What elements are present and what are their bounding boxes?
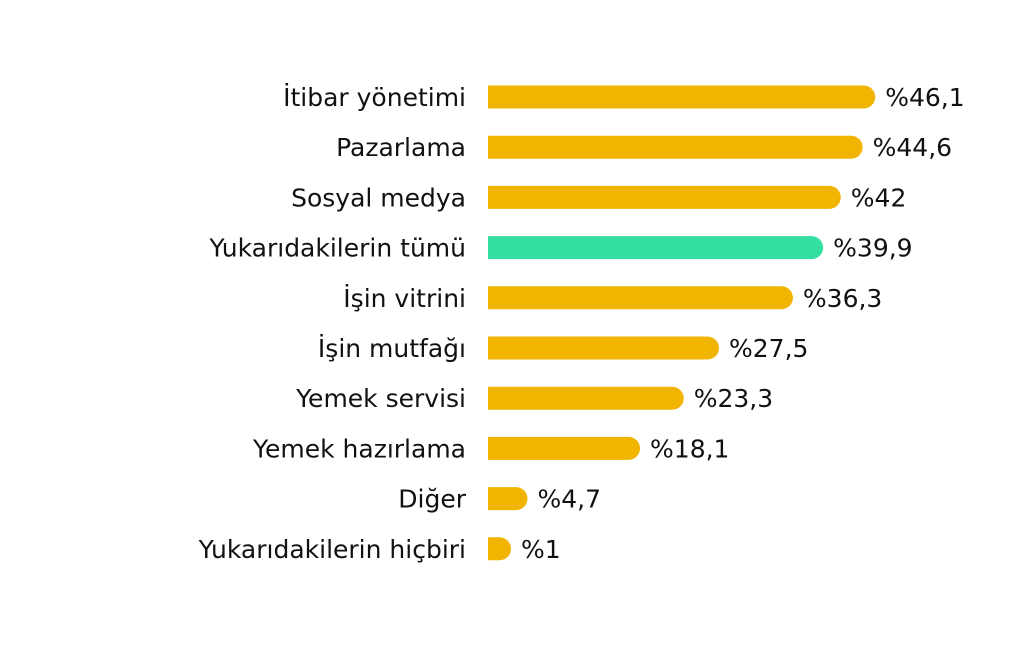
bar-yukaridakilerin-tumu — [488, 236, 824, 260]
value-label-yukaridakilerin-hicbiri: %1 — [521, 535, 561, 564]
bar-isin-vitrini — [488, 286, 793, 310]
category-label-yukaridakilerin-hicbiri: Yukarıdakilerin hiçbiri — [198, 535, 466, 564]
category-label-yukaridakilerin-tumu: Yukarıdakilerin tümü — [208, 234, 466, 263]
value-label-pazarlama: %44,6 — [873, 133, 952, 162]
category-label-sosyal-medya: Sosyal medya — [291, 183, 466, 212]
bar-yukaridakilerin-hicbiri — [488, 537, 511, 561]
value-label-isin-vitrini: %36,3 — [803, 284, 882, 313]
value-label-itibar-yonetimi: %46,1 — [885, 83, 964, 112]
bar-diger — [488, 487, 528, 511]
bar-pazarlama — [488, 135, 863, 159]
category-labels-group: İtibar yönetimi Pazarlama Sosyal medya Yuka… — [198, 83, 467, 564]
value-label-isin-mutfagi: %27,5 — [729, 334, 808, 363]
category-label-yemek-servisi: Yemek servisi — [295, 384, 466, 413]
value-label-yukaridakilerin-tumu: %39,9 — [833, 234, 912, 263]
category-label-diger: Diğer — [398, 485, 466, 514]
value-label-yemek-hazirlama: %18,1 — [650, 434, 729, 463]
bar-isin-mutfagi — [488, 336, 719, 360]
bar-sosyal-medya — [488, 185, 841, 209]
category-label-isin-mutfagi: İşin mutfağı — [318, 334, 466, 363]
bar-yemek-hazirlama — [488, 436, 641, 460]
category-label-itibar-yonetimi: İtibar yönetimi — [283, 83, 466, 112]
category-label-yemek-hazirlama: Yemek hazırlama — [252, 434, 466, 463]
category-label-isin-vitrini: İşin vitrini — [343, 284, 466, 313]
value-labels-group: %46,1 %44,6 %42 %39,9 %36,3 %27,5 %23,3 %18,1 %4… — [521, 83, 965, 564]
value-label-yemek-servisi: %23,3 — [694, 384, 773, 413]
bars-group — [488, 85, 876, 561]
value-label-sosyal-medya: %42 — [851, 183, 907, 212]
category-label-pazarlama: Pazarlama — [336, 133, 466, 162]
value-label-diger: %4,7 — [537, 485, 601, 514]
bar-itibar-yonetimi — [488, 85, 876, 109]
bar-yemek-servisi — [488, 386, 684, 410]
